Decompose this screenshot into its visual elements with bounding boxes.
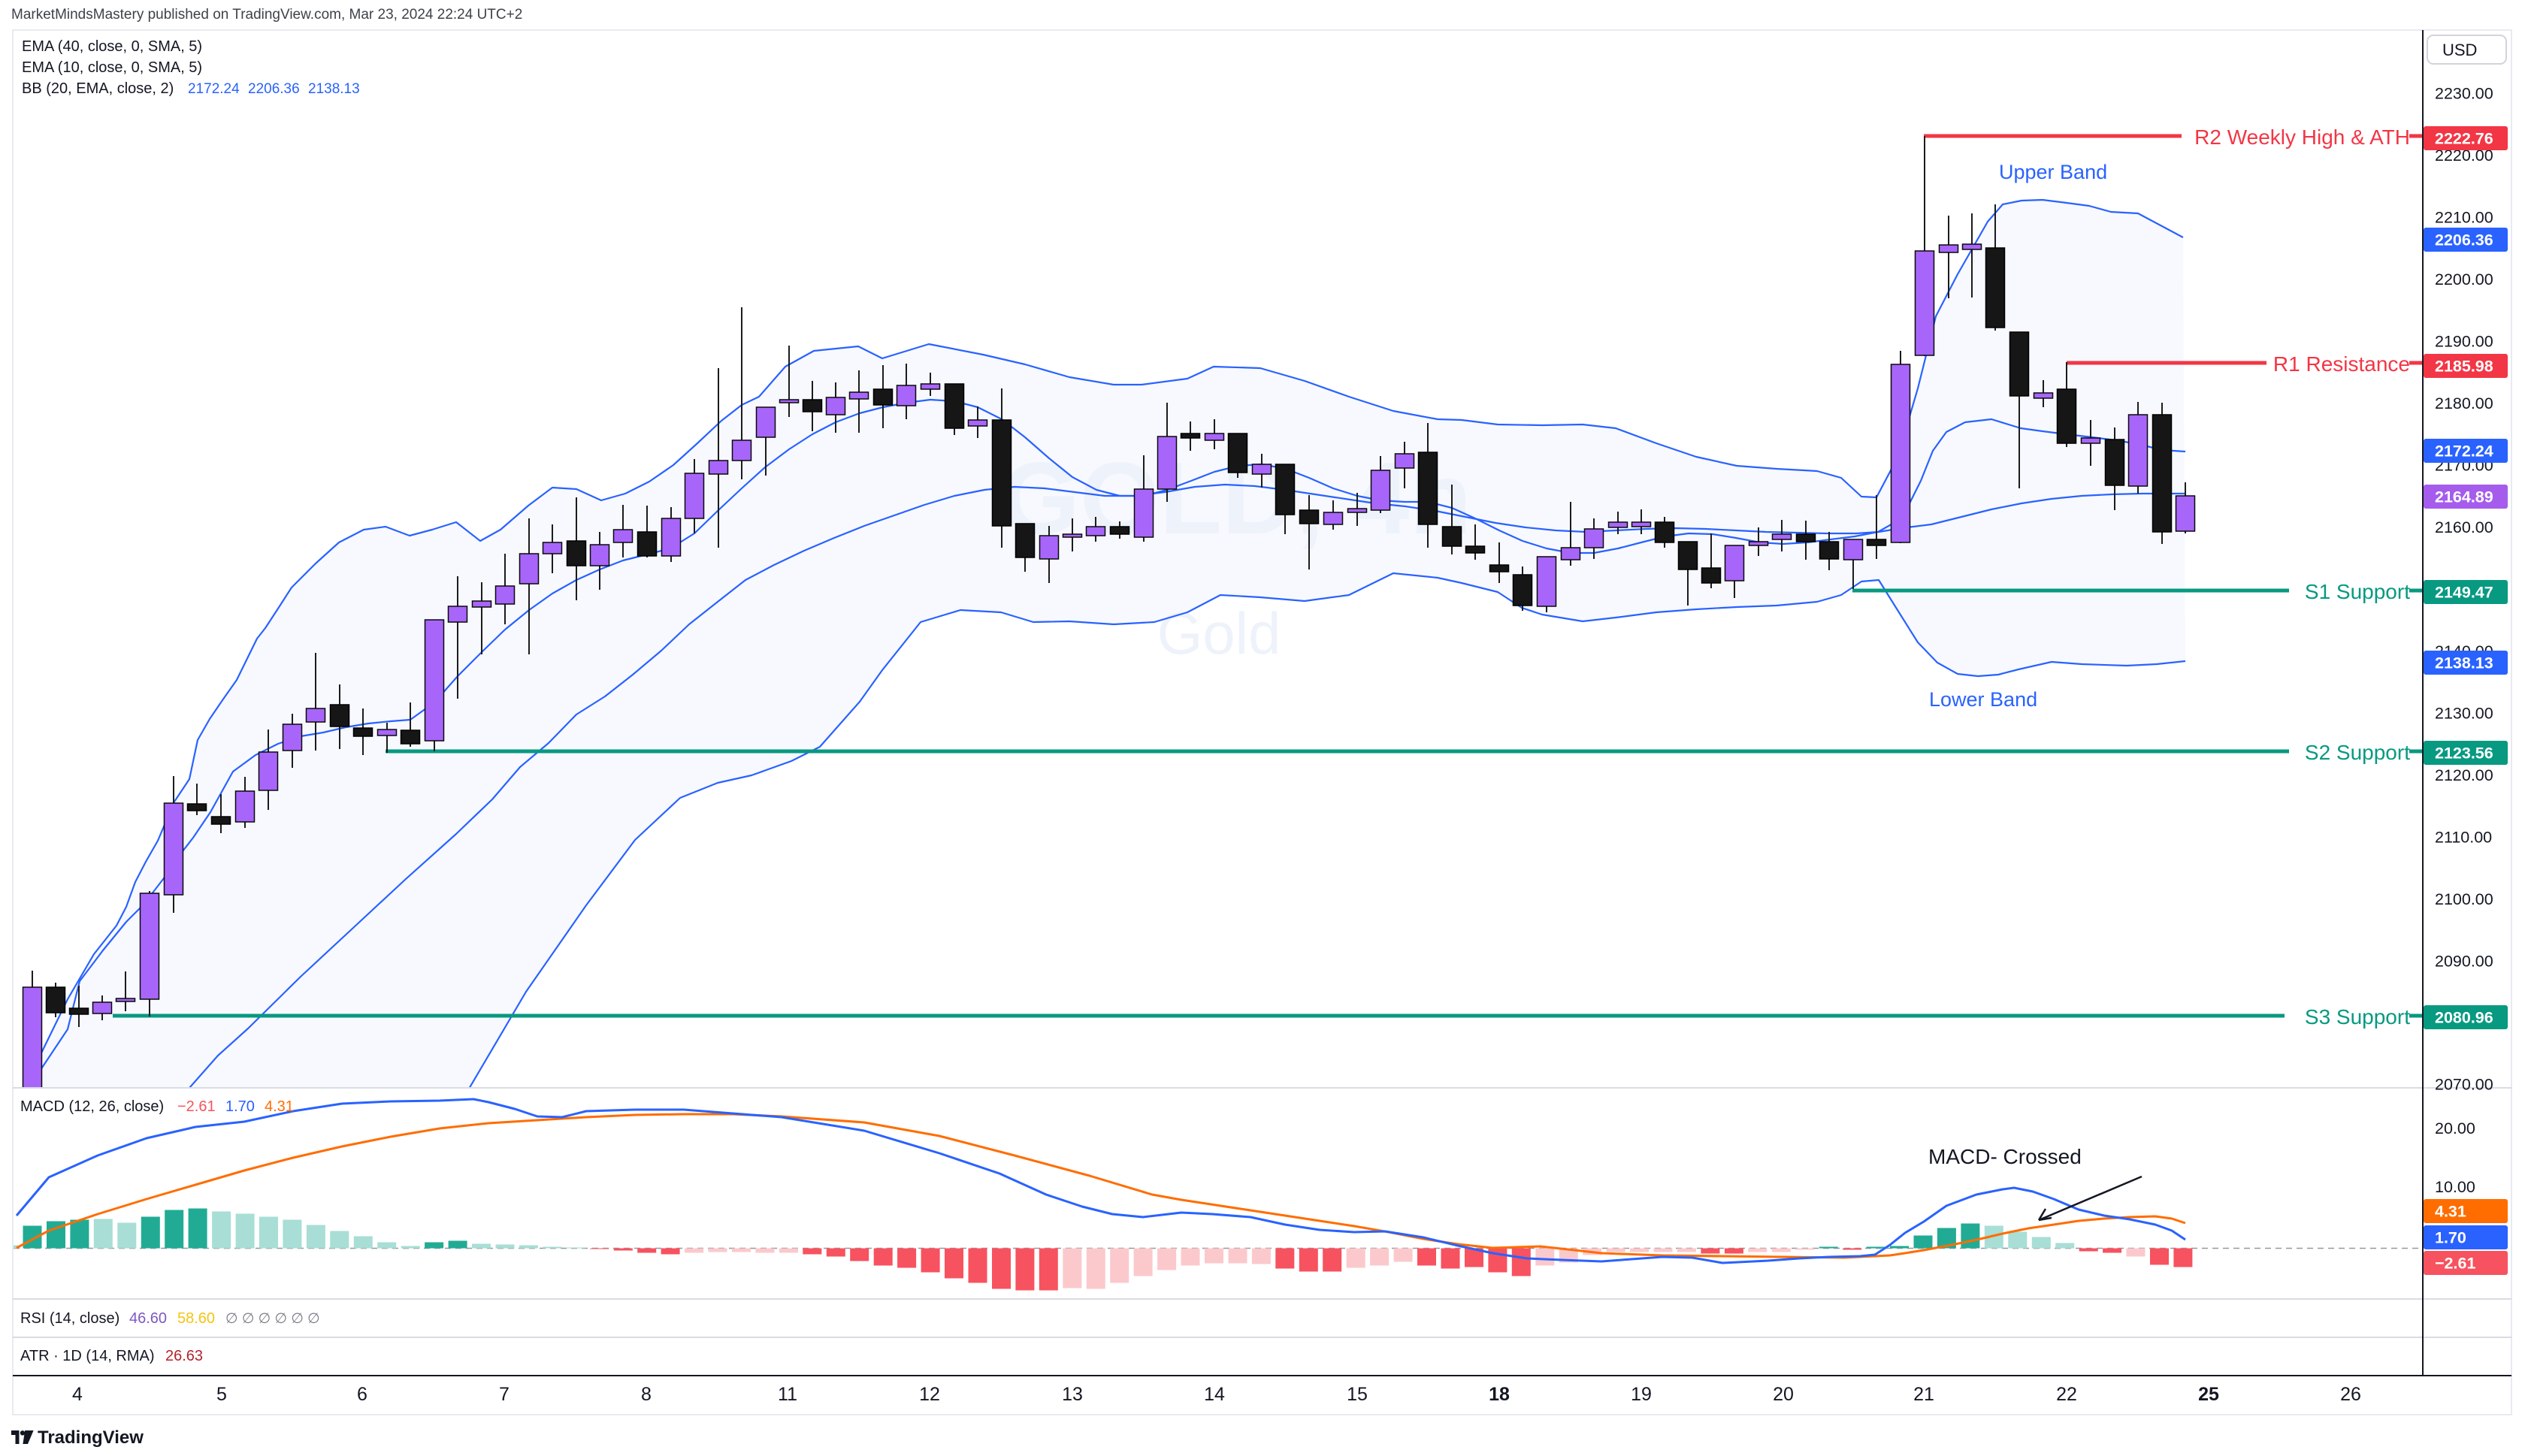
svg-text:26: 26: [2340, 1384, 2361, 1405]
svg-text:2172.24: 2172.24: [2435, 443, 2493, 461]
svg-text:2190.00: 2190.00: [2435, 333, 2493, 351]
svg-text:2149.47: 2149.47: [2435, 584, 2493, 602]
svg-text:−2.61: −2.61: [2435, 1255, 2475, 1273]
svg-text:2185.98: 2185.98: [2435, 358, 2493, 376]
svg-text:2110.00: 2110.00: [2435, 829, 2492, 847]
svg-text:2138.13: 2138.13: [308, 81, 360, 97]
svg-text:20.00: 20.00: [2435, 1119, 2475, 1137]
svg-text:ATR · 1D (14, RMA): ATR · 1D (14, RMA): [20, 1348, 155, 1364]
svg-text:13: 13: [1062, 1384, 1083, 1405]
svg-text:20: 20: [1773, 1384, 1794, 1405]
svg-text:11: 11: [778, 1384, 797, 1405]
svg-text:2123.56: 2123.56: [2435, 745, 2493, 763]
svg-text:Upper Band: Upper Band: [1999, 161, 2107, 183]
svg-text:4.31: 4.31: [2435, 1203, 2466, 1221]
svg-text:58.60: 58.60: [177, 1310, 215, 1327]
svg-text:Gold: Gold: [1157, 600, 1281, 666]
svg-text:BB (20, EMA, close, 2): BB (20, EMA, close, 2): [22, 80, 174, 97]
svg-text:4.31: 4.31: [265, 1098, 294, 1115]
svg-text:22: 22: [2056, 1384, 2077, 1405]
svg-text:2090.00: 2090.00: [2435, 953, 2493, 971]
svg-text:12: 12: [919, 1384, 940, 1405]
svg-text:25: 25: [2198, 1384, 2219, 1405]
svg-text:2200.00: 2200.00: [2435, 270, 2493, 288]
svg-text:2222.76: 2222.76: [2435, 130, 2493, 148]
svg-text:MarketMindsMastery published o: MarketMindsMastery published on TradingV…: [11, 7, 522, 23]
svg-text:−2.61: −2.61: [177, 1098, 216, 1115]
svg-text:5: 5: [216, 1384, 227, 1405]
svg-text:EMA (10, close, 0, SMA, 5): EMA (10, close, 0, SMA, 5): [22, 59, 202, 76]
svg-text:14: 14: [1204, 1384, 1225, 1405]
svg-text:15: 15: [1347, 1384, 1368, 1405]
svg-text:4: 4: [72, 1384, 83, 1405]
svg-text:S2 Support: S2 Support: [2305, 741, 2410, 764]
svg-text:1.70: 1.70: [225, 1098, 255, 1115]
svg-text:2230.00: 2230.00: [2435, 85, 2493, 103]
svg-text:2210.00: 2210.00: [2435, 209, 2493, 227]
svg-text:USD: USD: [2442, 41, 2477, 59]
svg-text:8: 8: [641, 1384, 652, 1405]
svg-text:46.60: 46.60: [129, 1310, 167, 1327]
svg-text:2080.96: 2080.96: [2435, 1009, 2493, 1027]
svg-text:S3 Support: S3 Support: [2305, 1005, 2410, 1029]
svg-text:TradingView: TradingView: [38, 1427, 144, 1448]
svg-text:2070.00: 2070.00: [2435, 1076, 2493, 1094]
svg-text:2100.00: 2100.00: [2435, 890, 2493, 908]
svg-text:Lower Band: Lower Band: [1929, 688, 2037, 711]
svg-text:MACD (12, 26, close): MACD (12, 26, close): [20, 1098, 164, 1115]
svg-text:R2 Weekly High & ATH: R2 Weekly High & ATH: [2194, 125, 2410, 149]
svg-text:2172.24: 2172.24: [188, 81, 240, 97]
svg-text:7: 7: [499, 1384, 510, 1405]
svg-text:S1 Support: S1 Support: [2305, 580, 2410, 603]
svg-text:EMA (40, close, 0, SMA, 5): EMA (40, close, 0, SMA, 5): [22, 38, 202, 55]
svg-text:R1 Resistance: R1 Resistance: [2273, 352, 2410, 376]
svg-text:21: 21: [1913, 1384, 1934, 1405]
svg-text:18: 18: [1489, 1384, 1510, 1405]
svg-text:26.63: 26.63: [165, 1348, 203, 1364]
svg-text:6: 6: [357, 1384, 367, 1405]
svg-text:10.00: 10.00: [2435, 1178, 2475, 1196]
svg-text:2130.00: 2130.00: [2435, 705, 2493, 723]
svg-text:2206.36: 2206.36: [248, 81, 300, 97]
svg-text:2160.00: 2160.00: [2435, 518, 2493, 536]
svg-text:RSI (14, close): RSI (14, close): [20, 1310, 119, 1327]
svg-text:2206.36: 2206.36: [2435, 231, 2493, 249]
svg-text:2180.00: 2180.00: [2435, 394, 2493, 412]
svg-text:2120.00: 2120.00: [2435, 766, 2493, 784]
svg-text:1.70: 1.70: [2435, 1229, 2466, 1247]
svg-text:∅ ∅ ∅ ∅ ∅ ∅: ∅ ∅ ∅ ∅ ∅ ∅: [225, 1311, 320, 1327]
svg-text:2164.89: 2164.89: [2435, 488, 2493, 506]
svg-text:19: 19: [1631, 1384, 1652, 1405]
svg-text:2138.13: 2138.13: [2435, 654, 2493, 672]
svg-text:MACD- Crossed: MACD- Crossed: [1928, 1145, 2082, 1168]
